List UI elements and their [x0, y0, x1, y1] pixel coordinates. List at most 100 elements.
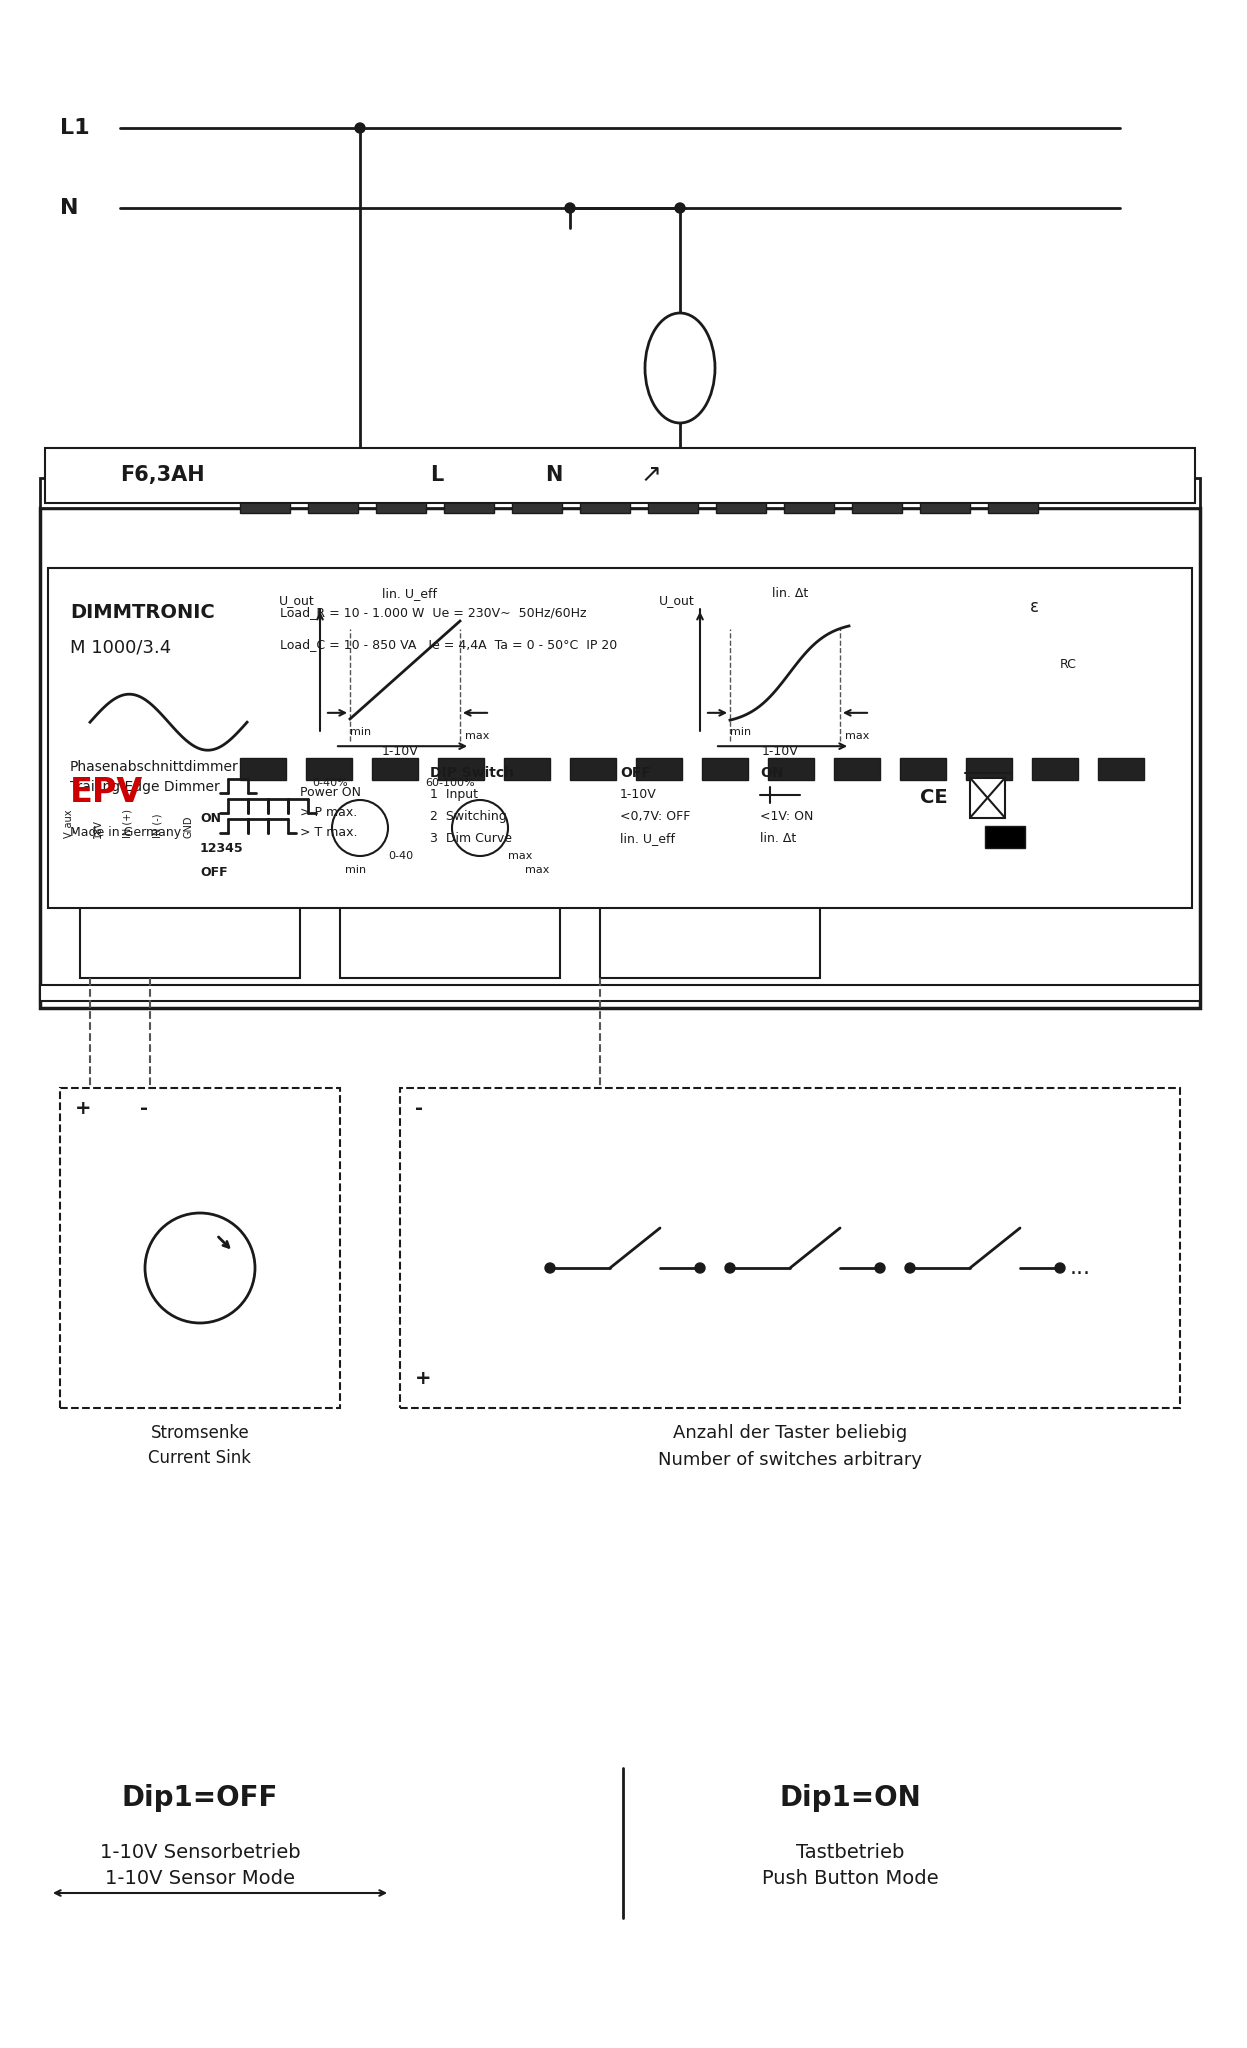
- Text: RC: RC: [1060, 657, 1077, 670]
- Circle shape: [565, 203, 575, 213]
- Text: Stromsenke: Stromsenke: [151, 1423, 249, 1442]
- Bar: [513, 487, 562, 512]
- Circle shape: [695, 1264, 705, 1274]
- Text: GND: GND: [183, 815, 193, 838]
- Text: N: N: [60, 199, 79, 217]
- Circle shape: [545, 1264, 555, 1274]
- Circle shape: [145, 1212, 254, 1323]
- Text: min: min: [729, 727, 751, 737]
- Text: lin. U_eff: lin. U_eff: [620, 831, 675, 846]
- Text: DIMMTRONIC: DIMMTRONIC: [70, 602, 214, 623]
- Text: ON: ON: [200, 811, 221, 825]
- Text: U_out: U_out: [660, 594, 695, 608]
- Bar: [80, 897, 301, 979]
- Bar: [306, 758, 352, 780]
- Text: L1: L1: [60, 119, 90, 137]
- Bar: [372, 758, 418, 780]
- Text: 60-100%: 60-100%: [425, 778, 475, 788]
- Text: max: max: [465, 731, 489, 741]
- Text: 1-10V: 1-10V: [762, 745, 798, 758]
- Bar: [45, 449, 1195, 504]
- Text: CE: CE: [920, 788, 948, 807]
- Text: 1-10V Sensorbetrieb: 1-10V Sensorbetrieb: [100, 1843, 301, 1862]
- Text: -: -: [140, 1098, 148, 1118]
- Text: Phasenabschnittdimmer: Phasenabschnittdimmer: [70, 760, 238, 774]
- Text: 1-10V: 1-10V: [382, 745, 419, 758]
- Circle shape: [725, 1264, 734, 1274]
- Bar: [308, 487, 358, 512]
- Text: L: L: [430, 465, 443, 485]
- Bar: [438, 758, 484, 780]
- Text: Dip1=ON: Dip1=ON: [779, 1784, 920, 1812]
- Bar: [636, 758, 682, 780]
- Text: Anzahl der Taster beliebig: Anzahl der Taster beliebig: [673, 1423, 907, 1442]
- Text: U_out: U_out: [279, 594, 315, 608]
- Text: <0,7V: OFF: <0,7V: OFF: [620, 811, 691, 823]
- Text: 3  Dim Curve: 3 Dim Curve: [430, 831, 513, 846]
- Bar: [504, 758, 550, 780]
- Text: Push Button Mode: Push Button Mode: [762, 1868, 938, 1888]
- Circle shape: [1055, 1264, 1065, 1274]
- Bar: [900, 758, 946, 780]
- Bar: [702, 758, 748, 780]
- Bar: [768, 758, 814, 780]
- Circle shape: [355, 123, 365, 133]
- Text: Trailing Edge Dimmer: Trailing Edge Dimmer: [70, 780, 219, 795]
- Ellipse shape: [645, 313, 715, 424]
- Text: ON: ON: [759, 766, 783, 780]
- Bar: [834, 758, 880, 780]
- Text: Load_R = 10 - 1.000 W  Ue = 230V~  50Hz/60Hz: Load_R = 10 - 1.000 W Ue = 230V~ 50Hz/60…: [281, 606, 586, 618]
- Bar: [239, 487, 291, 512]
- Bar: [920, 487, 970, 512]
- Text: Made in Germany: Made in Germany: [70, 825, 181, 840]
- Bar: [988, 487, 1038, 512]
- Text: <1V: ON: <1V: ON: [759, 811, 813, 823]
- Text: ...: ...: [1070, 1257, 1090, 1278]
- Text: 18V: 18V: [94, 819, 104, 838]
- Text: OFF: OFF: [620, 766, 651, 780]
- Bar: [784, 487, 834, 512]
- Bar: [648, 487, 698, 512]
- Circle shape: [875, 1264, 885, 1274]
- Bar: [444, 487, 494, 512]
- Text: EPV: EPV: [70, 776, 143, 809]
- Text: V_aux: V_aux: [62, 809, 74, 838]
- Bar: [340, 897, 560, 979]
- Text: OFF: OFF: [200, 866, 228, 879]
- Text: max: max: [508, 852, 532, 860]
- Text: 0-40: 0-40: [388, 852, 413, 860]
- Circle shape: [451, 801, 508, 856]
- Text: ε: ε: [1030, 598, 1039, 616]
- Text: lin. Δt: lin. Δt: [759, 831, 797, 846]
- Text: > T max.: > T max.: [301, 825, 358, 840]
- Bar: [1033, 758, 1077, 780]
- Text: Current Sink: Current Sink: [148, 1450, 252, 1466]
- Text: 12345: 12345: [200, 842, 243, 854]
- Text: Load_C = 10 - 850 VA   Ie = 4,4A  Ta = 0 - 50°C  IP 20: Load_C = 10 - 850 VA Ie = 4,4A Ta = 0 - …: [281, 637, 617, 651]
- Text: -: -: [415, 1098, 423, 1118]
- Text: 0-40%: 0-40%: [312, 778, 348, 788]
- Bar: [852, 487, 902, 512]
- Text: F6,3AH: F6,3AH: [120, 465, 205, 485]
- Text: Tastbetrieb: Tastbetrieb: [796, 1843, 904, 1862]
- Circle shape: [675, 203, 685, 213]
- Text: min: min: [345, 864, 367, 874]
- Bar: [570, 758, 616, 780]
- Text: ↗: ↗: [640, 463, 661, 487]
- Text: lin. U_eff: lin. U_eff: [383, 588, 438, 600]
- Text: +: +: [75, 1098, 91, 1118]
- Text: IN (-): IN (-): [153, 813, 163, 838]
- Polygon shape: [1060, 612, 1100, 657]
- Circle shape: [905, 1264, 915, 1274]
- Text: 1-10V: 1-10V: [620, 788, 657, 801]
- Bar: [580, 487, 630, 512]
- Text: 1-10V Sensor Mode: 1-10V Sensor Mode: [105, 1868, 296, 1888]
- Bar: [966, 758, 1013, 780]
- Bar: [377, 487, 426, 512]
- Bar: [716, 487, 766, 512]
- Text: > P max.: > P max.: [301, 807, 357, 819]
- Text: Number of switches arbitrary: Number of switches arbitrary: [658, 1450, 922, 1468]
- Text: +: +: [415, 1368, 431, 1386]
- Text: 2  Switching: 2 Switching: [430, 811, 506, 823]
- Bar: [60, 1087, 340, 1409]
